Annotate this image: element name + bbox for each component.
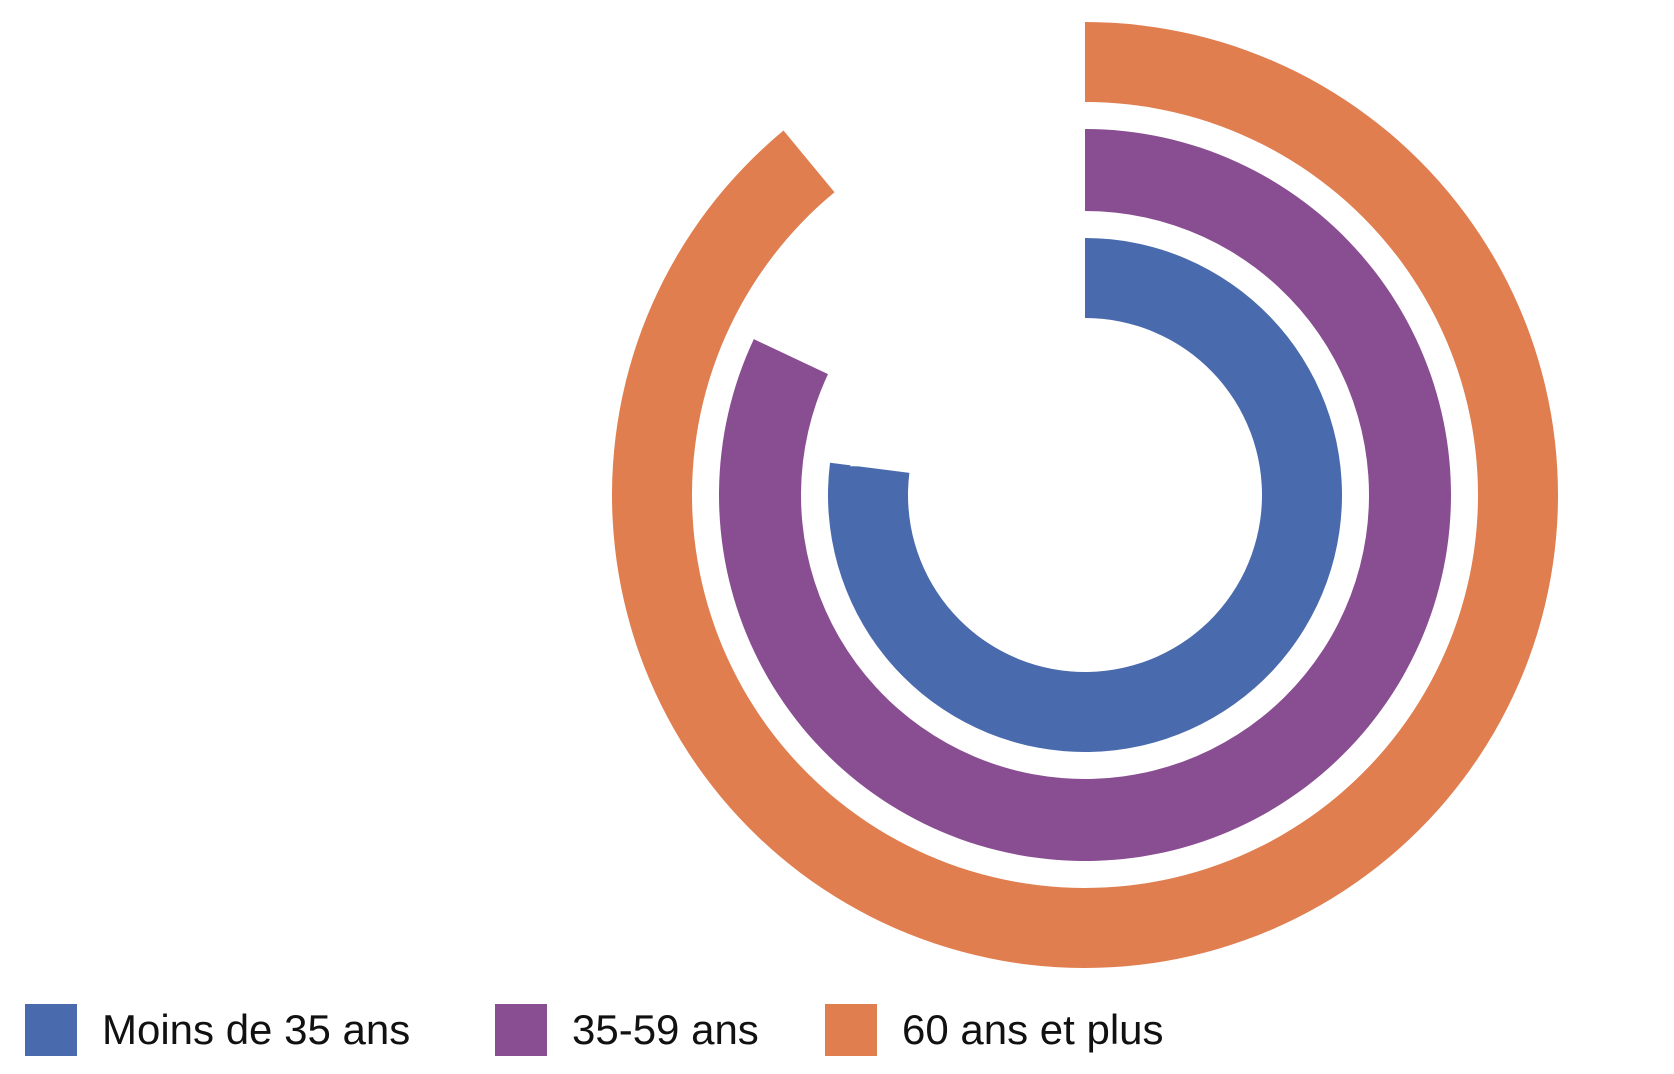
legend-swatch bbox=[495, 1004, 547, 1056]
rings-group bbox=[611, 22, 1558, 969]
legend-label: Moins de 35 ans bbox=[102, 1006, 411, 1053]
ring-bar-77 bbox=[828, 238, 1342, 752]
ring-value-label-77: 77 bbox=[844, 430, 900, 476]
legend-swatch bbox=[825, 1004, 877, 1056]
legend-label: 35-59 ans bbox=[572, 1006, 759, 1053]
ring-labels-group: 77 82 89 bbox=[773, 120, 900, 476]
legend-item-60-ans-et-plus: 60 ans et plus bbox=[825, 1004, 1164, 1056]
legend-label: 60 ans et plus bbox=[902, 1006, 1164, 1053]
ring-value-label-89: 89 bbox=[805, 120, 861, 166]
legend-swatch bbox=[25, 1004, 77, 1056]
radial-bar-chart: 77 82 89 bbox=[611, 22, 1558, 969]
legend-item-moins-de-35-ans: Moins de 35 ans bbox=[25, 1004, 410, 1056]
legend-item-35-59-ans: 35-59 ans bbox=[495, 1004, 759, 1056]
ring-value-label-82: 82 bbox=[773, 313, 829, 359]
